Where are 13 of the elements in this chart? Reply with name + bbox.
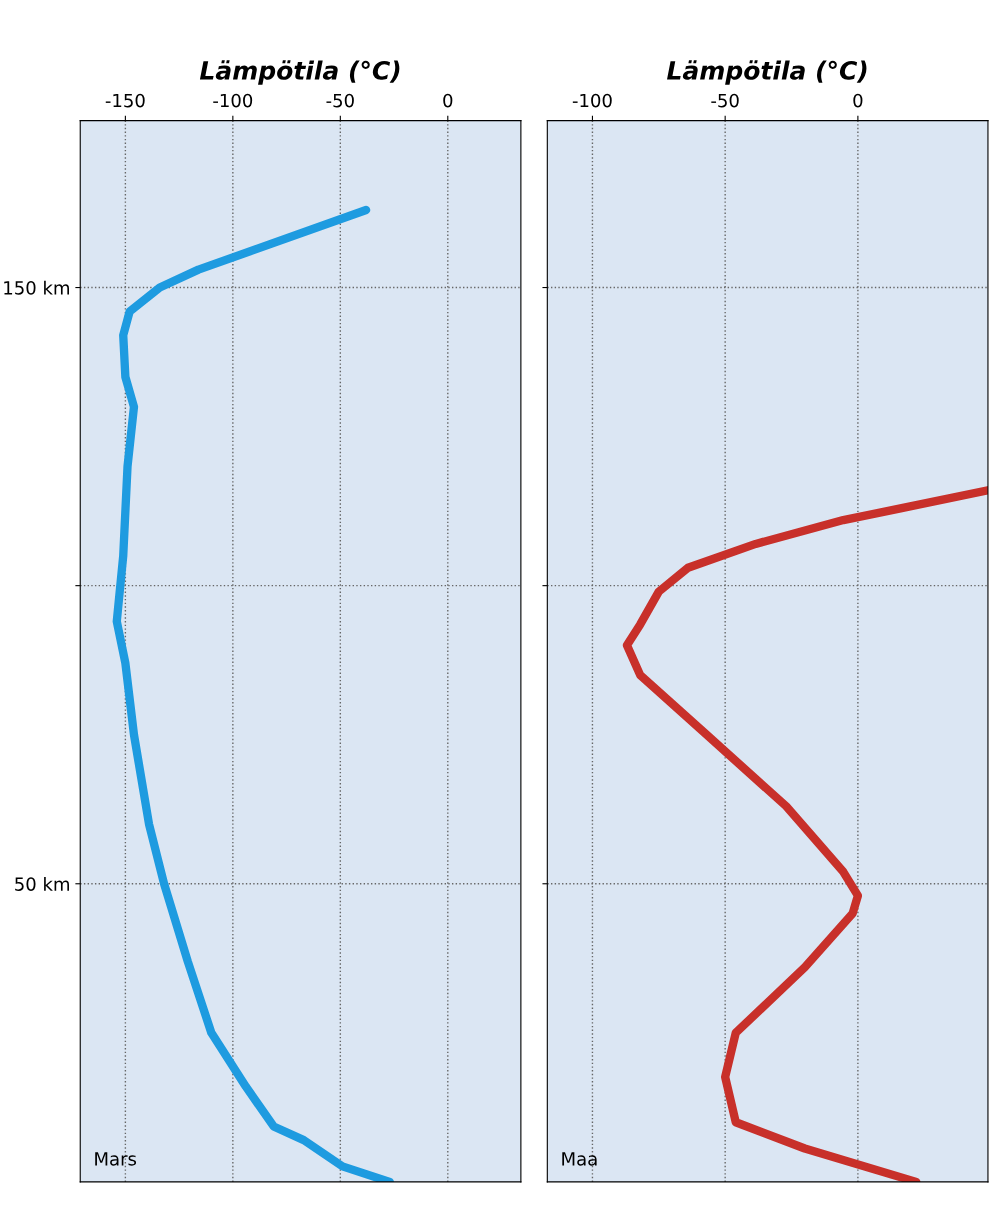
annotation: Mars: [95, 1152, 137, 1166]
x-tick-label: -100: [213, 93, 253, 108]
annotation: Maa: [562, 1152, 597, 1166]
x-axis-title: Lämpötila (°C): [199, 60, 400, 85]
x-tick-label: 0: [443, 93, 453, 108]
x-tick-label: -150: [105, 93, 145, 108]
x-tick-label: -100: [572, 93, 612, 108]
y-tick-label: 150 km: [4, 280, 69, 295]
x-tick-label: 0: [853, 93, 863, 108]
x-axis-title: Lämpötila (°C): [667, 60, 867, 85]
x-tick-label: -50: [326, 93, 354, 108]
x-tick-label: -50: [711, 93, 739, 108]
y-tick-label: 50 km: [15, 876, 69, 891]
